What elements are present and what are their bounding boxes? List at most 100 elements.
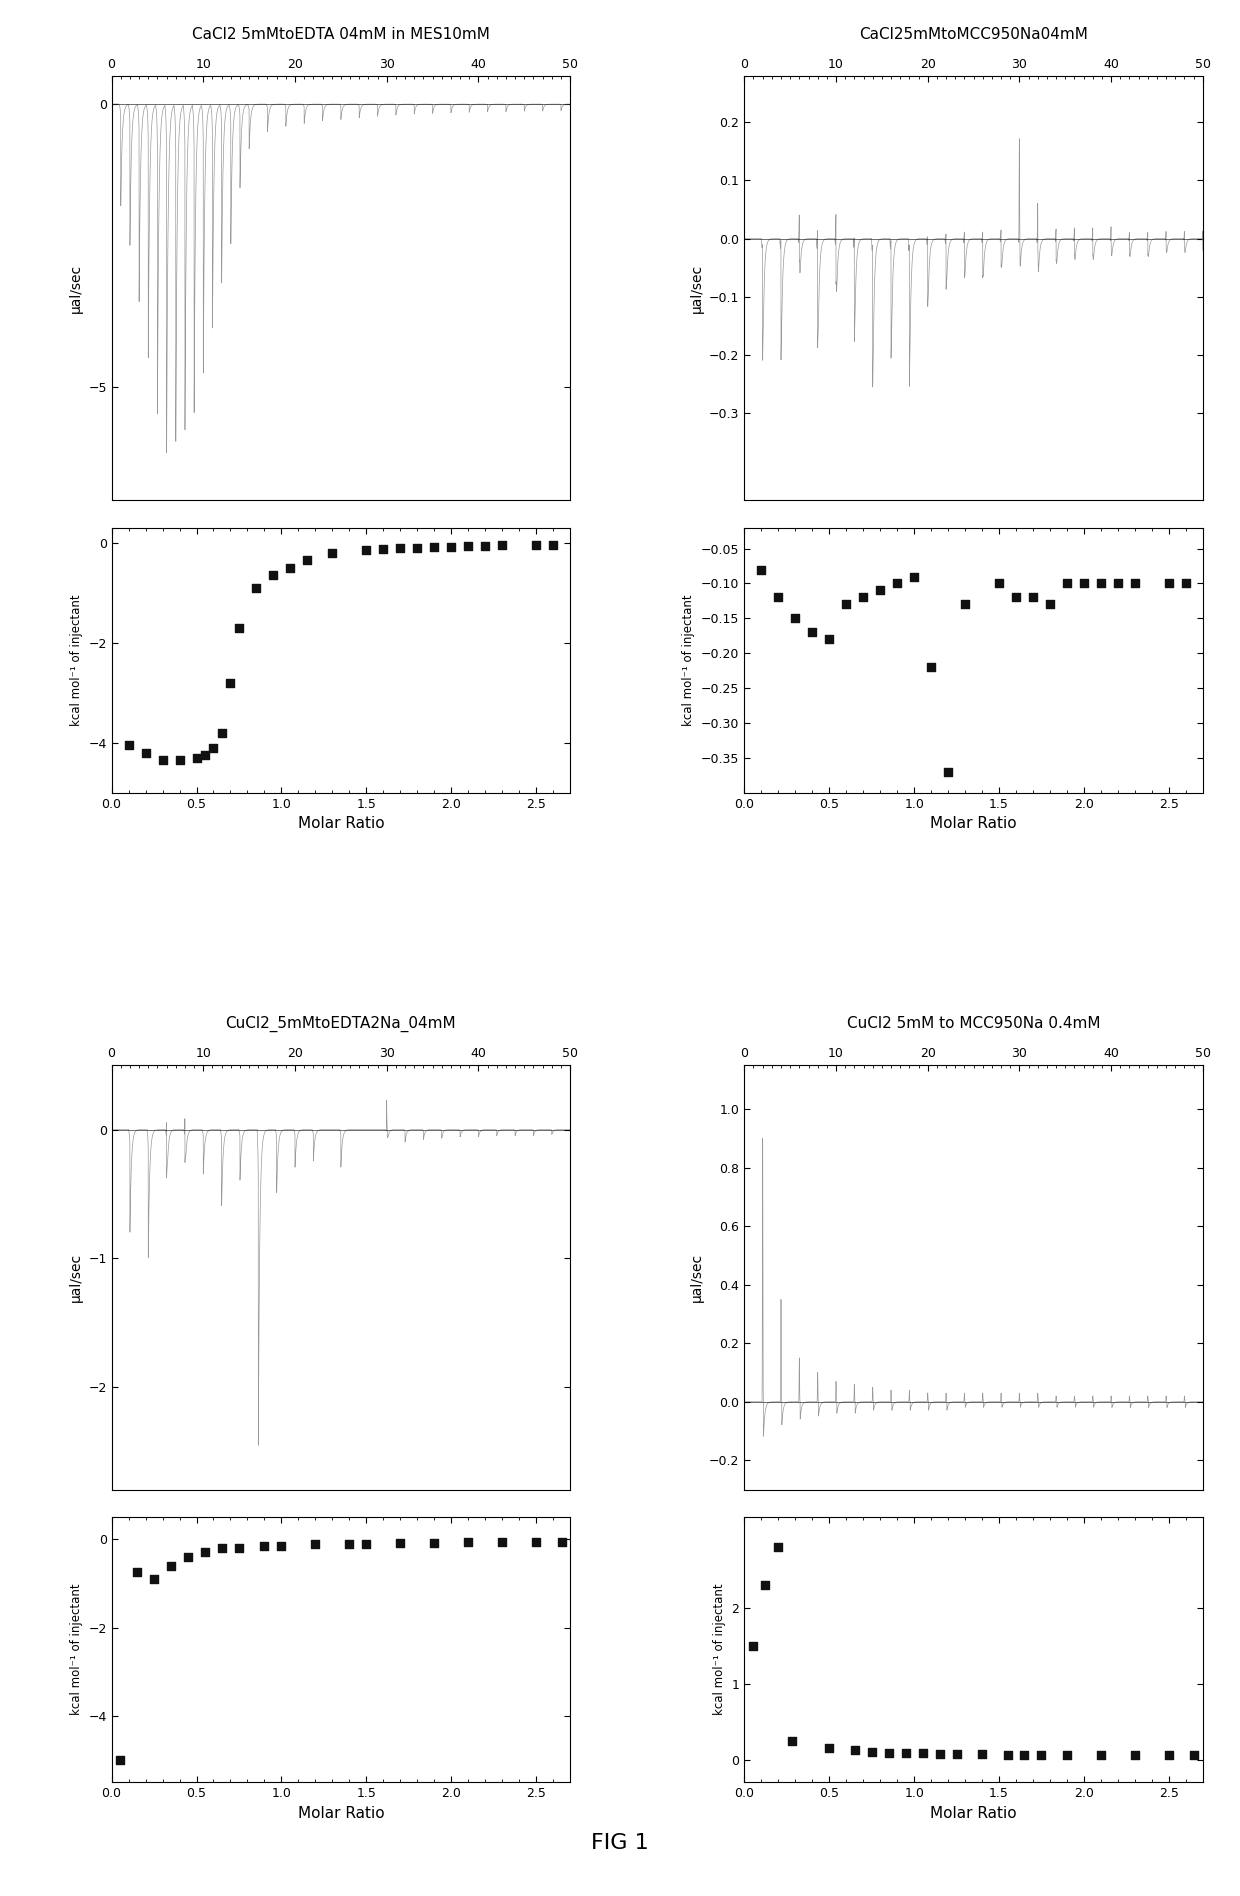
Point [492, 1526, 512, 1557]
Point [128, 1557, 148, 1587]
Point [913, 1739, 932, 1769]
Point [459, 1526, 479, 1557]
X-axis label: Molar Ratio: Molar Ratio [298, 1805, 384, 1820]
Point [543, 529, 563, 559]
X-axis label: Molar Ratio: Molar Ratio [930, 1805, 1017, 1820]
Point [263, 559, 283, 590]
Title: CuCl2 5mM to MCC950Na 0.4mM: CuCl2 5mM to MCC950Na 0.4mM [847, 1016, 1100, 1031]
Point [246, 573, 265, 603]
Point [820, 1733, 839, 1763]
Point [990, 569, 1009, 599]
Point [930, 1739, 950, 1769]
Point [424, 531, 444, 561]
Point [769, 1532, 789, 1562]
Point [170, 745, 190, 775]
Point [1159, 569, 1179, 599]
Title: CuCl2_5mMtoEDTA2Na_04mM: CuCl2_5mMtoEDTA2Na_04mM [226, 1016, 456, 1031]
Y-axis label: kcal mol⁻¹ of injectant: kcal mol⁻¹ of injectant [69, 1583, 83, 1716]
Point [895, 1739, 915, 1769]
Point [221, 667, 241, 698]
Point [144, 1564, 164, 1595]
Point [1159, 1741, 1179, 1771]
Title: CaCl2 5mMtoEDTA 04mM in MES10mM: CaCl2 5mMtoEDTA 04mM in MES10mM [192, 27, 490, 42]
Point [475, 531, 495, 561]
Point [1109, 569, 1128, 599]
Point [1091, 1741, 1111, 1771]
Point [782, 1725, 802, 1756]
Point [526, 529, 546, 559]
Point [972, 1739, 992, 1769]
Point [492, 531, 512, 561]
Point [322, 537, 342, 567]
Point [1006, 582, 1025, 612]
Point [212, 717, 232, 747]
Y-axis label: μal/sec: μal/sec [689, 1253, 703, 1303]
Point [135, 738, 155, 768]
Title: CaCl25mMtoMCC950Na04mM: CaCl25mMtoMCC950Na04mM [859, 27, 1087, 42]
Point [1125, 1741, 1145, 1771]
Point [785, 603, 805, 633]
Point [153, 745, 172, 775]
Y-axis label: kcal mol⁻¹ of injectant: kcal mol⁻¹ of injectant [682, 595, 696, 726]
Point [356, 535, 376, 565]
Point [254, 1530, 274, 1560]
Point [1056, 1741, 1076, 1771]
Point [921, 652, 941, 683]
Point [552, 1526, 572, 1557]
Point [862, 1737, 882, 1767]
Point [161, 1551, 181, 1581]
Point [407, 533, 427, 563]
Point [1014, 1741, 1034, 1771]
Point [356, 1528, 376, 1559]
Point [340, 1528, 360, 1559]
Point [212, 1532, 232, 1562]
Point [424, 1528, 444, 1559]
Point [203, 732, 223, 762]
Point [195, 1538, 215, 1568]
Point [751, 554, 771, 584]
Point [441, 531, 461, 561]
Point [853, 582, 873, 612]
Y-axis label: μal/sec: μal/sec [68, 1253, 83, 1303]
Point [296, 544, 316, 574]
Point [836, 590, 856, 620]
Y-axis label: μal/sec: μal/sec [689, 264, 703, 313]
Point [955, 590, 975, 620]
X-axis label: Molar Ratio: Molar Ratio [930, 817, 1017, 830]
X-axis label: Molar Ratio: Molar Ratio [298, 817, 384, 830]
Point [391, 533, 410, 563]
Point [1125, 569, 1145, 599]
Y-axis label: μal/sec: μal/sec [68, 264, 83, 313]
Point [305, 1530, 325, 1560]
Point [904, 561, 924, 592]
Point [1184, 1741, 1204, 1771]
Point [1074, 569, 1094, 599]
Point [119, 730, 139, 760]
Point [1176, 569, 1195, 599]
Point [391, 1528, 410, 1559]
Point [229, 1532, 249, 1562]
Point [459, 531, 479, 561]
Point [110, 1744, 130, 1775]
Point [870, 574, 890, 605]
Point [1040, 590, 1060, 620]
Point [879, 1737, 899, 1767]
Point [1023, 582, 1043, 612]
Point [844, 1735, 864, 1765]
Point [769, 582, 789, 612]
Point [373, 533, 393, 563]
Point [802, 618, 822, 648]
Point [743, 1631, 763, 1661]
Point [195, 739, 215, 770]
Point [179, 1541, 198, 1572]
Y-axis label: kcal mol⁻¹ of injectant: kcal mol⁻¹ of injectant [713, 1583, 725, 1716]
Point [1032, 1741, 1052, 1771]
Point [229, 612, 249, 643]
Point [820, 624, 839, 654]
Point [939, 757, 959, 787]
Point [888, 569, 908, 599]
Point [186, 743, 206, 774]
Point [946, 1739, 966, 1769]
Point [280, 552, 300, 582]
Point [526, 1526, 546, 1557]
